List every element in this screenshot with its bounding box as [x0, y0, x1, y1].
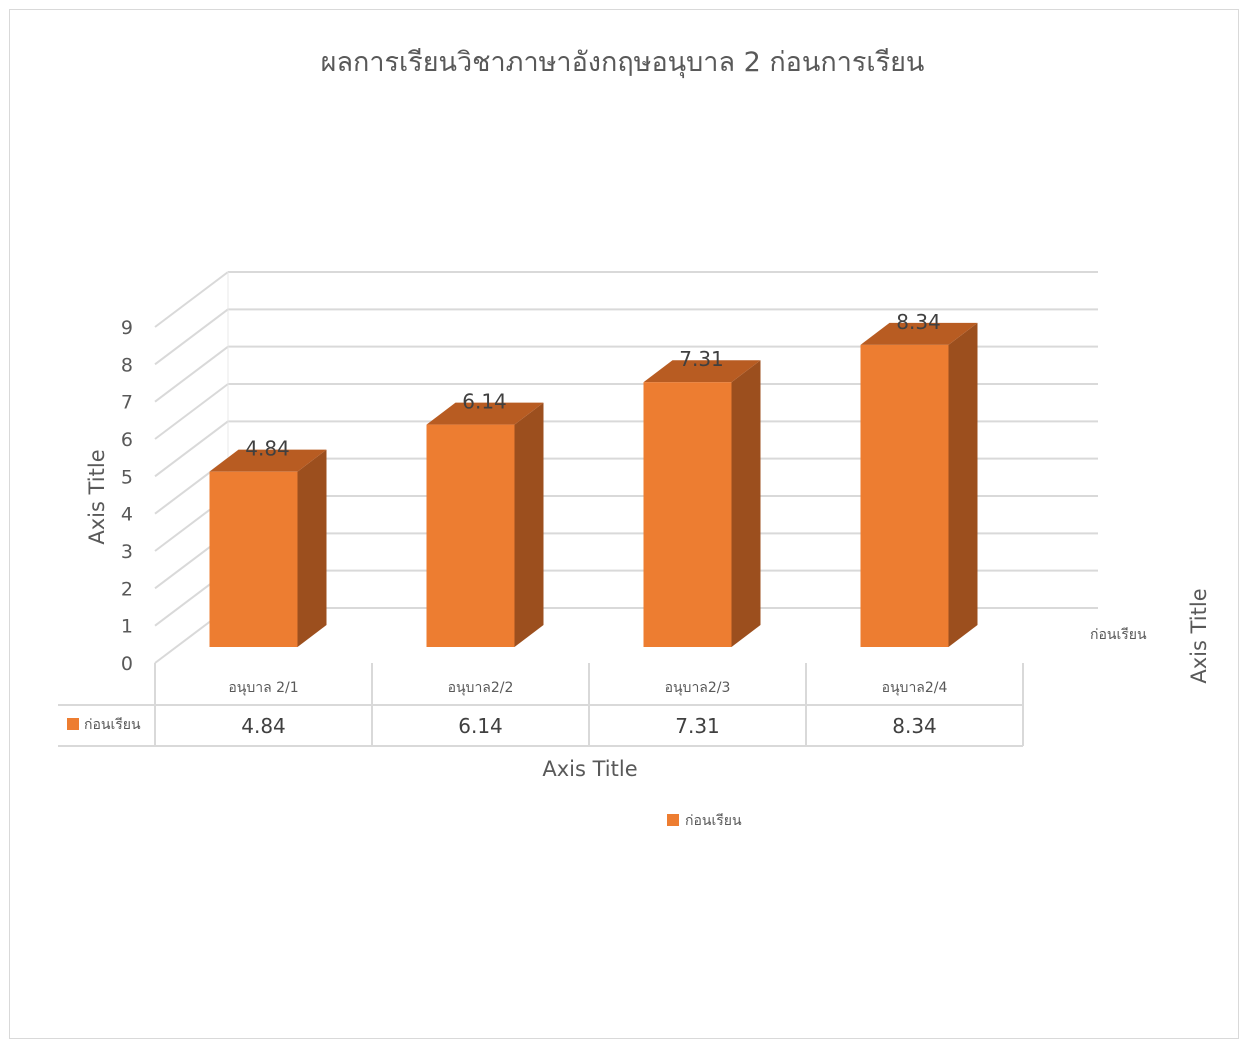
bar-front [643, 382, 732, 647]
bar-top [860, 322, 978, 345]
x-category-label: อนุบาล2/3 [665, 680, 731, 696]
bar-side [731, 360, 761, 647]
gridline-side [154, 383, 229, 440]
y-tick-label: 7 [121, 392, 133, 414]
y-tick-label: 9 [121, 317, 133, 339]
y-tick-label: 1 [121, 616, 133, 638]
bar [860, 322, 978, 647]
table-value: 6.14 [458, 714, 503, 738]
y-tick-label: 3 [121, 541, 133, 563]
data-label: 7.31 [679, 347, 724, 371]
gridline-side [154, 308, 229, 366]
bar-side [948, 322, 978, 647]
bar [426, 402, 544, 647]
x-axis-title: Axis Title [542, 757, 637, 781]
data-table: อนุบาล 2/1 4.84 อนุบาล2/2 6.14 อนุบาล2/3 7.31… [58, 663, 1024, 747]
legend: ก่อนเรียน [667, 813, 742, 829]
table-value: 7.31 [675, 714, 720, 738]
gridline-side [154, 420, 229, 478]
x-category-label: อนุบาล2/4 [882, 680, 948, 696]
bar [209, 449, 327, 647]
bar-front [426, 424, 515, 647]
x-category-label: อนุบาล2/2 [448, 680, 514, 696]
y-tick-label: 2 [121, 578, 133, 600]
x-category-label: อนุบาล 2/1 [228, 680, 298, 696]
legend-swatch [667, 814, 679, 826]
y-tick-label: 5 [121, 466, 133, 488]
table-legend-key [67, 718, 79, 730]
y-axis-title: Axis Title [85, 449, 109, 544]
bar-front [209, 471, 298, 647]
data-labels: 4.84 6.14 7.31 8.34 [245, 310, 941, 461]
gridline-side [154, 271, 229, 328]
data-label: 6.14 [462, 390, 507, 414]
bar-top [643, 360, 761, 383]
depth-axis-label: ก่อนเรียน [1090, 627, 1147, 643]
table-series-name: ก่อนเรียน [84, 717, 141, 733]
chart-title: ผลการเรียนวิชาภาษาอังกฤษอนุบาล 2 ก่อนการ… [320, 47, 925, 78]
y-tick-label: 8 [121, 354, 133, 376]
data-label: 4.84 [245, 437, 290, 461]
bar-side [514, 402, 544, 647]
legend-label: ก่อนเรียน [685, 813, 742, 829]
bar-top [209, 449, 327, 472]
depth-axis-title: Axis Title [1187, 588, 1211, 683]
bar-front [860, 344, 949, 647]
y-axis-ticks: 0 1 2 3 4 5 6 7 8 9 [121, 317, 133, 675]
y-tick-label: 6 [121, 429, 133, 451]
data-label: 8.34 [896, 310, 941, 334]
bars [209, 322, 978, 647]
bar-side [297, 449, 327, 647]
table-value: 4.84 [241, 714, 286, 738]
y-tick-label: 0 [121, 653, 133, 675]
table-value: 8.34 [892, 714, 937, 738]
gridline-side [154, 345, 229, 403]
bar [643, 360, 761, 647]
y-tick-label: 4 [121, 504, 133, 526]
bar-top [426, 402, 544, 425]
